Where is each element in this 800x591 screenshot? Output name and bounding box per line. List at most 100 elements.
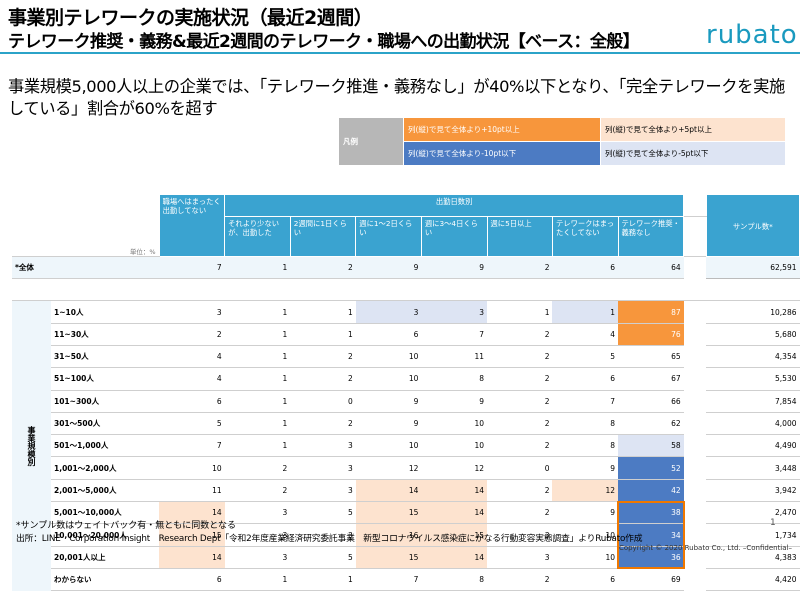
table-cell: 2 bbox=[290, 367, 356, 391]
col-header-0: 職場へはまったく出勤してない bbox=[158, 194, 226, 257]
table-cell: 1 bbox=[224, 323, 291, 346]
table-row: 事業規模別 1~10人 3 1 1 3 3 1 1 87 10,286 bbox=[12, 300, 800, 591]
table-cell: 11 bbox=[421, 345, 487, 369]
row-label: 501〜1,000人 bbox=[51, 434, 160, 458]
table-cell: 6 bbox=[355, 323, 422, 346]
table-cell: 10 bbox=[159, 456, 225, 480]
table-cell: 15 bbox=[355, 546, 422, 569]
table-cell: 3 bbox=[487, 523, 553, 547]
group-header: 出勤日数別 bbox=[224, 194, 685, 217]
table-cell: 66 bbox=[618, 390, 684, 413]
col-header-1: それより少ないが、出勤した bbox=[224, 215, 291, 257]
table-cell: 3 bbox=[224, 546, 291, 569]
legend-plus10: 列(縦)で見て全体より+10pt以上 bbox=[403, 117, 601, 142]
page-number: 1 bbox=[770, 518, 776, 528]
total-cell: 2 bbox=[290, 256, 356, 280]
table-cell: 3 bbox=[421, 300, 487, 324]
row-label: 2,001〜5,000人 bbox=[51, 479, 160, 503]
sample-cell: 4,000 bbox=[706, 412, 800, 436]
col-header-5: 週に5日以上 bbox=[486, 215, 553, 257]
lead-message: 事業規模5,000人以上の企業では、「テレワーク推進・義務なし」が40%以下とな… bbox=[8, 77, 785, 118]
table-cell: 3 bbox=[159, 300, 225, 324]
row-label: 301〜500人 bbox=[51, 412, 160, 436]
table-cell: 10 bbox=[552, 546, 618, 569]
sample-header: サンプル数* bbox=[705, 194, 800, 257]
table-cell: 12 bbox=[355, 456, 422, 480]
table-cell: 6 bbox=[159, 568, 225, 591]
total-cell: 9 bbox=[355, 256, 422, 280]
total-cell: 64 bbox=[618, 256, 684, 280]
table-cell: 62 bbox=[618, 412, 684, 436]
table-cell: 1 bbox=[290, 323, 356, 346]
table-cell: 9 bbox=[355, 412, 422, 436]
page-title: 事業別テレワークの実施状況（最近2週間） bbox=[8, 7, 373, 29]
table-row: 101~300人 6 1 0 9 9 2 7 66 7,854 bbox=[12, 390, 800, 413]
table-cell: 3 bbox=[487, 546, 553, 569]
table-cell: 2 bbox=[159, 323, 225, 346]
table-cell: 1 bbox=[224, 434, 291, 458]
col-header-6: テレワークはまったくしてない bbox=[551, 215, 619, 257]
side-label: 事業規模別 bbox=[12, 300, 51, 591]
table-cell: 1 bbox=[224, 367, 291, 391]
table-cell: 10 bbox=[552, 523, 618, 547]
table-cell: 4 bbox=[159, 345, 225, 369]
row-label: 10,001〜20,000人 bbox=[51, 523, 160, 547]
table-cell: 7 bbox=[159, 434, 225, 458]
sample-cell: 4,490 bbox=[706, 434, 800, 458]
table-cell: 1 bbox=[290, 300, 356, 324]
table-cell: 1 bbox=[290, 568, 356, 591]
table-cell: 10 bbox=[421, 412, 487, 436]
table-cell: 2 bbox=[487, 367, 553, 391]
table-cell: 0 bbox=[290, 390, 356, 413]
row-label: 1,001〜2,000人 bbox=[51, 456, 160, 480]
table-cell: 12 bbox=[421, 456, 487, 480]
table-cell: 3 bbox=[224, 523, 291, 547]
sample-cell: 5,680 bbox=[706, 323, 800, 346]
table-cell: 11 bbox=[159, 479, 225, 503]
legend-minus10: 列(縦)で見て全体より-10pt以下 bbox=[403, 141, 601, 166]
sample-cell: 3,448 bbox=[706, 456, 800, 480]
table-cell: 38 bbox=[618, 501, 684, 525]
table-cell: 34 bbox=[618, 523, 684, 547]
row-label: 5,001〜10,000人 bbox=[51, 501, 160, 525]
col-header-4: 週に3〜4日くらい bbox=[420, 215, 488, 257]
table-row: 31~50人 4 1 2 10 11 2 5 65 4,354 bbox=[12, 345, 800, 369]
table-cell: 2 bbox=[224, 479, 291, 503]
table-cell: 69 bbox=[618, 568, 684, 591]
table-cell: 2 bbox=[487, 501, 553, 525]
header-divider bbox=[0, 52, 800, 54]
table-cell: 1 bbox=[224, 390, 291, 413]
table-cell: 10 bbox=[355, 345, 422, 369]
total-sample: 62,591 bbox=[706, 256, 800, 280]
page-subtitle: テレワーク推奨・義務&最近2週間のテレワーク・職場への出勤状況【ベース：全般】 bbox=[8, 32, 640, 52]
sample-cell: 7,854 bbox=[706, 390, 800, 413]
unit-label: 単位：% bbox=[12, 194, 160, 257]
table-cell: 10 bbox=[421, 434, 487, 458]
brand-logo: rubato bbox=[706, 20, 798, 50]
table-row: 11~30人 2 1 1 6 7 2 4 76 5,680 bbox=[12, 323, 800, 346]
table-cell: 3 bbox=[355, 300, 422, 324]
col-header-7: テレワーク推奨・義務なし bbox=[617, 215, 685, 257]
footnote: *サンプル数はウェイトバック有・無ともに同数となる bbox=[16, 521, 236, 531]
table-cell: 3 bbox=[290, 523, 356, 547]
table-cell: 2 bbox=[224, 456, 291, 480]
total-cell: 2 bbox=[487, 256, 553, 280]
table-cell: 14 bbox=[355, 479, 422, 503]
table-cell: 1 bbox=[487, 300, 553, 324]
table-cell: 2 bbox=[290, 412, 356, 436]
row-label: 11~30人 bbox=[51, 323, 160, 346]
table-cell: 2 bbox=[487, 345, 553, 369]
legend-plus5: 列(縦)で見て全体より+5pt以上 bbox=[600, 117, 786, 142]
table-cell: 6 bbox=[552, 568, 618, 591]
table-cell: 2 bbox=[487, 323, 553, 346]
table-cell: 10 bbox=[355, 367, 422, 391]
table-cell: 2 bbox=[487, 412, 553, 436]
table-cell: 0 bbox=[487, 456, 553, 480]
table-cell: 7 bbox=[421, 323, 487, 346]
col-header-3: 週に1〜2日くらい bbox=[355, 215, 422, 257]
row-label: 31~50人 bbox=[51, 345, 160, 369]
total-row: *全体 7 1 2 9 9 2 6 64 62,591 bbox=[12, 256, 800, 280]
table-cell: 10 bbox=[355, 434, 422, 458]
table-cell: 1 bbox=[224, 345, 291, 369]
total-cell: 1 bbox=[224, 256, 291, 280]
